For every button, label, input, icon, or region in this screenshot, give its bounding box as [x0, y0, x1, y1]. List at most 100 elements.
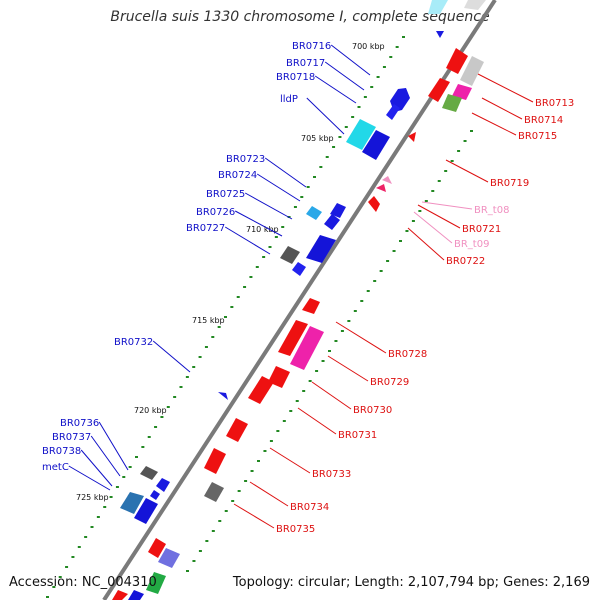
gene-label-br0726[interactable]: BR0726: [196, 207, 235, 218]
feature-BR0737[interactable]: [156, 478, 170, 492]
feature-BR0731b[interactable]: [226, 418, 248, 442]
scale-tick: [135, 456, 138, 458]
feature-BR0731[interactable]: [248, 376, 274, 404]
gene-label-br0738[interactable]: BR0738: [42, 446, 81, 457]
gene-label-br0718[interactable]: BR0718: [276, 72, 315, 83]
feature-BR0714-magenta[interactable]: [452, 84, 472, 100]
scale-tick: [231, 500, 235, 502]
gene-label-br0736[interactable]: BR0736: [60, 418, 99, 429]
feature-BR0719-arrow[interactable]: [408, 132, 416, 142]
gene-label-br0722[interactable]: BR0722: [446, 256, 485, 267]
feature-BR0725-cyan[interactable]: [306, 206, 322, 220]
gene-label-lldp[interactable]: lldP: [280, 94, 298, 105]
scale-tick: [205, 540, 209, 542]
feature-BR0736-gray[interactable]: [140, 466, 158, 480]
scale-tick: [382, 66, 386, 68]
feature-green-bottom[interactable]: [146, 572, 166, 594]
leader-line-br0714: [481, 97, 523, 120]
feature-purple-bottom[interactable]: [158, 548, 180, 568]
feature-BR0738[interactable]: [150, 490, 160, 500]
gene-label-br0717[interactable]: BR0717: [286, 58, 325, 69]
gene-label-br0728[interactable]: BR0728: [388, 349, 427, 360]
scale-tick: [244, 480, 248, 482]
scale-tick: [379, 270, 383, 272]
feature-gray-710[interactable]: [280, 246, 300, 264]
leader-line-br0721: [417, 204, 461, 229]
scale-tick: [353, 310, 357, 312]
feature-metC-teal[interactable]: [120, 492, 144, 514]
scale-tick: [289, 410, 293, 412]
leader-line-br0731: [297, 407, 337, 435]
feature-lldP[interactable]: [362, 130, 390, 160]
gene-label-br0721[interactable]: BR0721: [462, 224, 501, 235]
gene-label-br0737[interactable]: BR0737: [52, 432, 91, 443]
scale-tick: [90, 526, 94, 528]
feature-BR0716-arrow[interactable]: [436, 31, 444, 38]
gene-label-br-t08[interactable]: BR_t08: [474, 205, 509, 216]
scale-tick: [122, 476, 126, 478]
feature-BR0733[interactable]: [204, 448, 226, 474]
scale-tick: [340, 330, 344, 332]
feature-lldP-cyan[interactable]: [346, 119, 376, 150]
feature-BR0734-gray[interactable]: [204, 482, 224, 502]
feature-BR_t08[interactable]: [382, 176, 392, 184]
feature-BR0727b[interactable]: [292, 262, 306, 276]
scale-tick: [424, 200, 428, 202]
gene-label-br0719[interactable]: BR0719: [490, 178, 529, 189]
scale-tick: [192, 366, 196, 368]
reverse-features: [112, 0, 486, 600]
gene-label-br0713[interactable]: BR0713: [535, 98, 574, 109]
gene-label-br0727[interactable]: BR0727: [186, 223, 225, 234]
feature-BR0735-red[interactable]: [148, 538, 166, 558]
feature-BR0726[interactable]: [330, 203, 346, 218]
gene-label-br0732[interactable]: BR0732: [114, 337, 153, 348]
feature-BR0727[interactable]: [306, 235, 336, 263]
gene-label-br0731[interactable]: BR0731: [338, 430, 377, 441]
feature-BR0729-magenta[interactable]: [290, 326, 324, 370]
gene-label-br0725[interactable]: BR0725: [206, 189, 245, 200]
scale-tick: [109, 496, 113, 498]
feature-blue-bottom[interactable]: [128, 590, 144, 600]
feature-BR0732-arrow[interactable]: [218, 392, 228, 400]
feature-BR0715-red[interactable]: [428, 78, 450, 102]
gene-label-br0724[interactable]: BR0724: [218, 170, 257, 181]
gene-label-br0735[interactable]: BR0735: [276, 524, 315, 535]
leader-line-br0725: [244, 192, 293, 220]
leader-line-br0736: [98, 421, 129, 471]
feature-BR0721[interactable]: [368, 196, 380, 212]
gene-label-metc[interactable]: metC: [42, 462, 69, 473]
gene-label-br0729[interactable]: BR0729: [370, 377, 409, 388]
feature-metC[interactable]: [134, 498, 158, 524]
gene-label-br-t09[interactable]: BR_t09: [454, 239, 489, 250]
scale-tick: [276, 430, 280, 432]
scale-tick: [96, 516, 100, 518]
gene-label-br0734[interactable]: BR0734: [290, 502, 329, 513]
leader-line-br0734: [249, 481, 289, 507]
gene-label-br0715[interactable]: BR0715: [518, 131, 557, 142]
leader-line-br0735: [233, 503, 275, 529]
scale-tick: [389, 56, 393, 58]
feature-top-cyan[interactable]: [428, 0, 448, 14]
feature-red-bottom[interactable]: [112, 590, 128, 600]
feature-BR0718b[interactable]: [386, 104, 400, 120]
feature-gray-top[interactable]: [464, 0, 486, 10]
scale-tick: [262, 256, 266, 258]
feature-BR0713-gray[interactable]: [460, 56, 484, 86]
gene-label-br0733[interactable]: BR0733: [312, 469, 351, 480]
map-title: Brucella suis 1330 chromosome I, complet…: [110, 9, 490, 25]
scale-tick: [249, 276, 253, 278]
scale-tick: [224, 316, 227, 318]
feature-BR0723-b[interactable]: [324, 214, 340, 230]
gene-label-br0730[interactable]: BR0730: [353, 405, 392, 416]
gene-label-br0714[interactable]: BR0714: [524, 115, 563, 126]
scale-tick: [308, 380, 312, 382]
feature-BR0714-green[interactable]: [442, 94, 462, 112]
feature-BR0728[interactable]: [302, 298, 320, 314]
kbp-label-705: 705 kbp: [301, 134, 334, 143]
feature-BR0713[interactable]: [446, 48, 468, 74]
gene-label-br0716[interactable]: BR0716: [292, 41, 331, 52]
scale-tick: [357, 106, 361, 108]
gene-label-br0723[interactable]: BR0723: [226, 154, 265, 165]
feature-BR_t09[interactable]: [376, 184, 386, 192]
feature-BR0728b[interactable]: [278, 320, 308, 356]
